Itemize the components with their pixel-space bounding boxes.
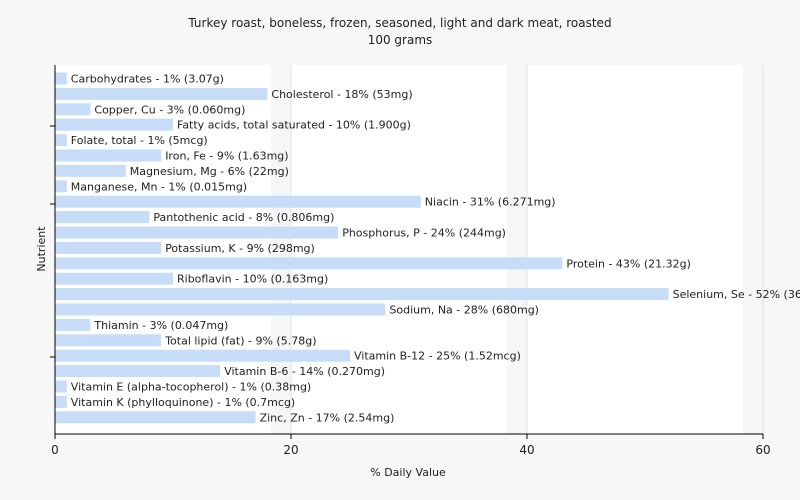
bar (55, 257, 563, 270)
bar-label: Magnesium, Mg - 6% (22mg) (130, 165, 289, 178)
bar (55, 149, 162, 162)
bar-label: Protein - 43% (21.32g) (566, 257, 691, 270)
label-layer: Carbohydrates - 1% (3.07g) Cholesterol - … (71, 73, 800, 425)
x-axis-label: % Daily Value (370, 466, 446, 479)
bar-label: Phosphorus, P - 24% (244mg) (342, 227, 506, 240)
bar-label: Carbohydrates - 1% (3.07g) (71, 73, 224, 86)
bar-label: Vitamin B-12 - 25% (1.52mcg) (354, 350, 521, 363)
bar-label: Manganese, Mn - 1% (0.015mg) (71, 180, 247, 193)
bar (55, 164, 126, 177)
bar-label: Copper, Cu - 3% (0.060mg) (94, 103, 245, 116)
bar (55, 411, 256, 424)
bar (55, 87, 268, 100)
bar-label: Cholesterol - 18% (53mg) (271, 88, 412, 101)
bar-label: Thiamin - 3% (0.047mg) (93, 319, 228, 332)
bar-label: Pantothenic acid - 8% (0.806mg) (153, 211, 334, 224)
grid-band (743, 65, 763, 434)
bar (55, 134, 67, 147)
bar (55, 380, 67, 393)
bar (55, 241, 162, 254)
bar-label: Vitamin E (alpha-tocopherol) - 1% (0.38m… (71, 381, 311, 394)
bar-label: Niacin - 31% (6.271mg) (425, 196, 556, 209)
bar (55, 349, 350, 362)
bar (55, 365, 221, 378)
bar-label: Vitamin K (phylloquinone) - 1% (0.7mcg) (71, 396, 295, 409)
y-axis-label: Nutrient (35, 226, 48, 272)
bar (55, 318, 91, 331)
x-tick-label: 40 (519, 443, 534, 457)
grid-layer (271, 65, 764, 434)
bar (55, 103, 91, 116)
bar-label: Iron, Fe - 9% (1.63mg) (165, 150, 288, 163)
chart-title: Turkey roast, boneless, frozen, seasoned… (187, 16, 611, 30)
x-tick-label: 60 (755, 443, 770, 457)
x-tick-label: 20 (283, 443, 298, 457)
bar-label: Sodium, Na - 28% (680mg) (389, 304, 539, 317)
bar-label: Zinc, Zn - 17% (2.54mg) (260, 411, 395, 424)
grid-band (271, 65, 291, 434)
bar (55, 211, 150, 224)
bar (55, 118, 173, 131)
bar (55, 72, 67, 85)
bar-label: Potassium, K - 9% (298mg) (165, 242, 315, 255)
bar (55, 272, 173, 285)
bar (55, 226, 339, 239)
bar-label: Riboflavin - 10% (0.163mg) (177, 273, 328, 286)
bar-label: Vitamin B-6 - 14% (0.270mg) (224, 365, 385, 378)
grid-band (507, 65, 527, 434)
bar (55, 195, 421, 208)
x-tick-label: 0 (51, 443, 59, 457)
bar-label: Selenium, Se - 52% (36.5mcg) (673, 288, 800, 301)
bar-label: Fatty acids, total saturated - 10% (1.90… (177, 119, 411, 132)
bar-layer (55, 72, 669, 424)
bar (55, 288, 669, 301)
bar (55, 303, 386, 316)
bar (55, 334, 162, 347)
bar-label: Folate, total - 1% (5mcg) (71, 134, 208, 147)
chart-subtitle: 100 grams (368, 33, 433, 47)
bar (55, 180, 67, 193)
bar-label: Total lipid (fat) - 9% (5.78g) (164, 334, 316, 347)
bar (55, 395, 67, 408)
axis-layer: 0 20 40 60 (50, 65, 771, 457)
